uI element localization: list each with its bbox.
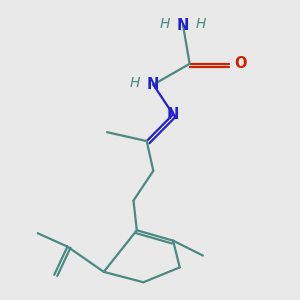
Text: O: O: [235, 56, 247, 71]
Text: N: N: [167, 107, 179, 122]
Text: H: H: [160, 17, 170, 31]
Text: H: H: [196, 17, 206, 31]
Text: H: H: [130, 76, 140, 90]
Text: N: N: [177, 18, 189, 33]
Text: N: N: [147, 77, 160, 92]
